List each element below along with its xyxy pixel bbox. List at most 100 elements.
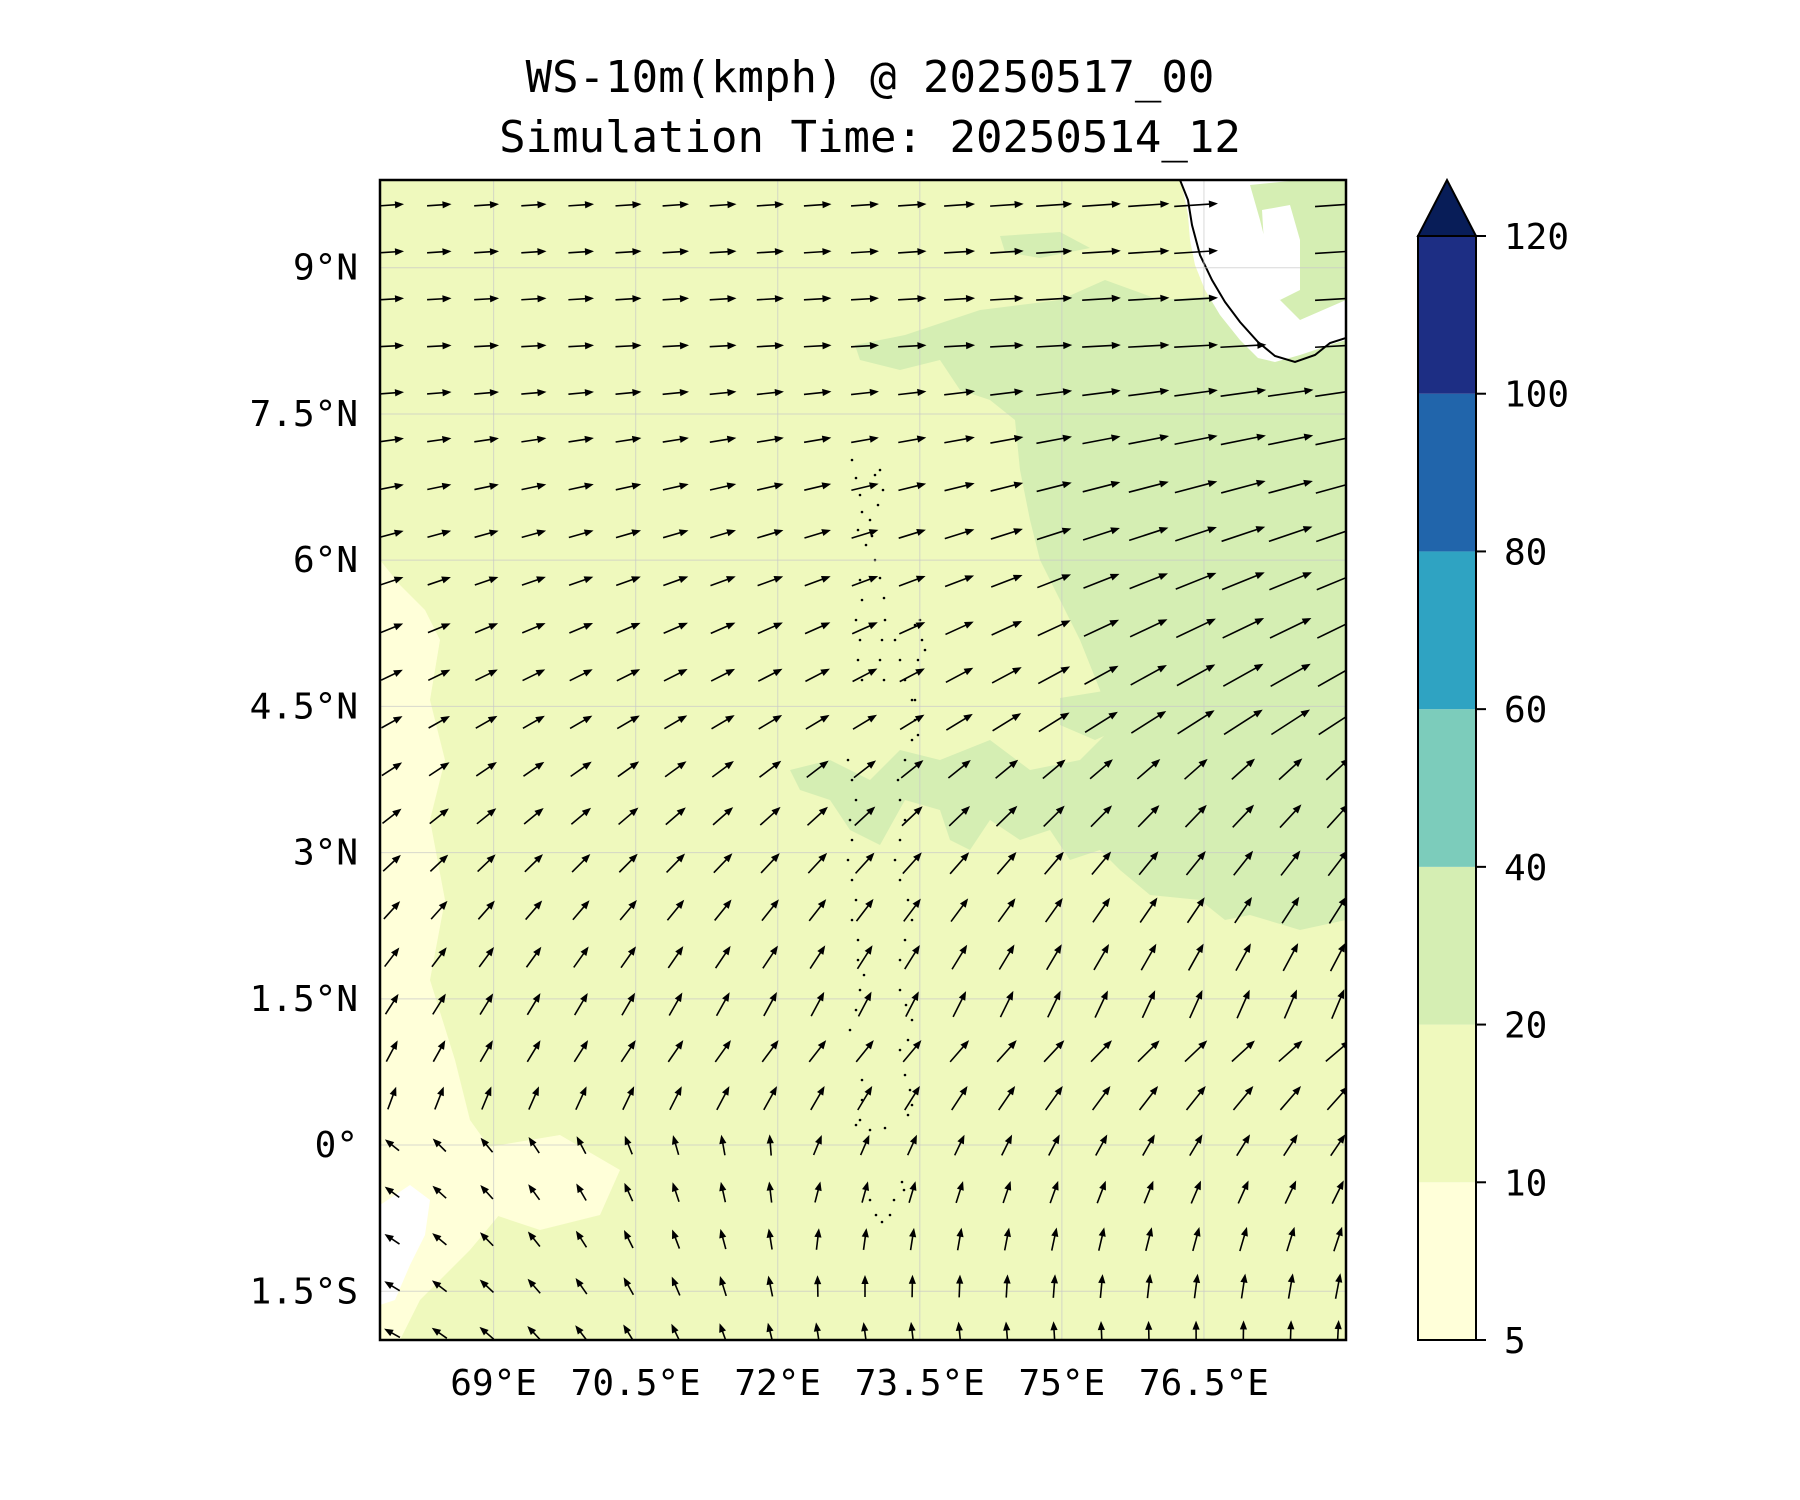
atoll-dot [868, 1128, 872, 1132]
lon-tick-label: 76.5°E [1139, 1363, 1269, 1404]
wind-arrow [671, 1229, 681, 1249]
wind-arrow [852, 714, 877, 730]
wind-arrow [850, 342, 879, 350]
wind-arrow [380, 342, 405, 350]
wind-arrow [944, 575, 975, 588]
atoll-dot [878, 576, 882, 580]
wind-arrow [427, 576, 451, 586]
atoll-dot [904, 1003, 908, 1007]
wind-arrow [380, 436, 404, 444]
wind-arrow [712, 807, 734, 826]
wind-arrow [474, 342, 500, 350]
wind-arrow [1329, 942, 1346, 972]
wind-arrow [991, 620, 1023, 636]
wind-arrow [1174, 480, 1218, 494]
wind-arrow [1280, 850, 1301, 876]
wind-arrow [1043, 1040, 1065, 1063]
colorbar-tick-label: 10 [1504, 1163, 1547, 1204]
wind-arrow [1082, 294, 1121, 302]
wind-arrow [662, 482, 689, 491]
wind-arrow [944, 342, 976, 350]
atoll-dot [868, 518, 872, 522]
wind-arrow [905, 991, 919, 1017]
wind-arrow [1282, 943, 1299, 972]
wind-arrow [990, 528, 1023, 540]
wind-arrow [1279, 804, 1302, 829]
wind-arrow [710, 668, 736, 682]
wind-arrow [1279, 1086, 1302, 1111]
wind-arrow [380, 482, 404, 491]
wind-arrow [851, 482, 879, 492]
wind-arrow [427, 201, 452, 209]
wind-arrow [665, 807, 686, 826]
wind-arrow [1331, 989, 1345, 1020]
wind-arrow [803, 342, 832, 350]
map-title: WS-10m(kmph) @ 20250517_00 [525, 52, 1215, 103]
wind-arrow [1315, 530, 1346, 543]
atoll-dot [883, 1126, 887, 1130]
wind-arrow [1084, 711, 1118, 733]
wind-arrow [709, 529, 736, 539]
wind-arrow [766, 1181, 774, 1203]
wind-arrow [474, 529, 499, 539]
wind-arrow [576, 1136, 587, 1155]
wind-arrow [903, 898, 921, 922]
wind-arrow [528, 1184, 541, 1201]
atoll-dot [868, 1198, 872, 1202]
lat-tick-label: 1.5°S [250, 1271, 358, 1312]
wind-arrow [1003, 1321, 1011, 1340]
colorbar-tick-label: 80 [1504, 532, 1547, 573]
colorbar-tick-label: 120 [1504, 217, 1569, 258]
atoll-dot [906, 1113, 910, 1117]
wind-arrow [1174, 247, 1218, 255]
wind-arrow [1239, 1320, 1248, 1340]
wind-arrow [1089, 759, 1113, 780]
atoll-dot [856, 938, 860, 942]
wind-arrow [575, 1277, 588, 1295]
wind-arrow [521, 248, 547, 256]
wind-arrow [1174, 294, 1218, 302]
wind-arrow [575, 1230, 588, 1248]
colorbar: 5 10 20 40 60 80 100 120 [1416, 177, 1569, 1362]
wind-arrow [1097, 1227, 1106, 1251]
wind-arrow [522, 715, 545, 729]
wind-arrow [1268, 433, 1314, 446]
wind-arrow [1048, 1134, 1060, 1156]
wind-arrow [427, 435, 452, 444]
wind-arrow [1316, 623, 1346, 639]
map-subtitle: Simulation Time: 20250514_12 [499, 112, 1241, 163]
atoll-dot [898, 658, 902, 662]
atoll-dot [923, 648, 927, 652]
wind-arrow [664, 761, 687, 778]
wind-arrow [572, 900, 590, 921]
wind-arrow [568, 248, 595, 256]
wind-arrow [760, 853, 780, 874]
atoll-dot [900, 1180, 904, 1184]
wind-arrow [622, 1086, 635, 1111]
wind-arrow [944, 247, 976, 256]
colorbar-swatch [1418, 1024, 1476, 1183]
wind-arrow [763, 1086, 777, 1111]
wind-arrow [477, 900, 495, 920]
wind-arrow [474, 389, 499, 397]
wind-arrow [525, 946, 542, 968]
wind-arrow [1128, 247, 1170, 255]
wind-arrow [1001, 1134, 1013, 1156]
wind-arrow [1268, 526, 1313, 543]
wind-arrow [1318, 715, 1346, 736]
wind-arrow [568, 342, 595, 350]
wind-arrow [1287, 1320, 1295, 1340]
wind-arrow [995, 759, 1019, 779]
wind-arrow [1142, 1134, 1155, 1156]
wind-arrow [1221, 526, 1266, 543]
wind-arrow [387, 1086, 397, 1110]
wind-arrow [1084, 665, 1119, 685]
wind-arrow [480, 1137, 494, 1153]
wind-arrow [808, 899, 827, 922]
atoll-dot [906, 898, 910, 902]
lat-tick-label: 9°N [293, 248, 358, 289]
atoll-dot [910, 738, 914, 742]
wind-arrow [803, 388, 832, 397]
wind-arrow [1314, 250, 1346, 255]
